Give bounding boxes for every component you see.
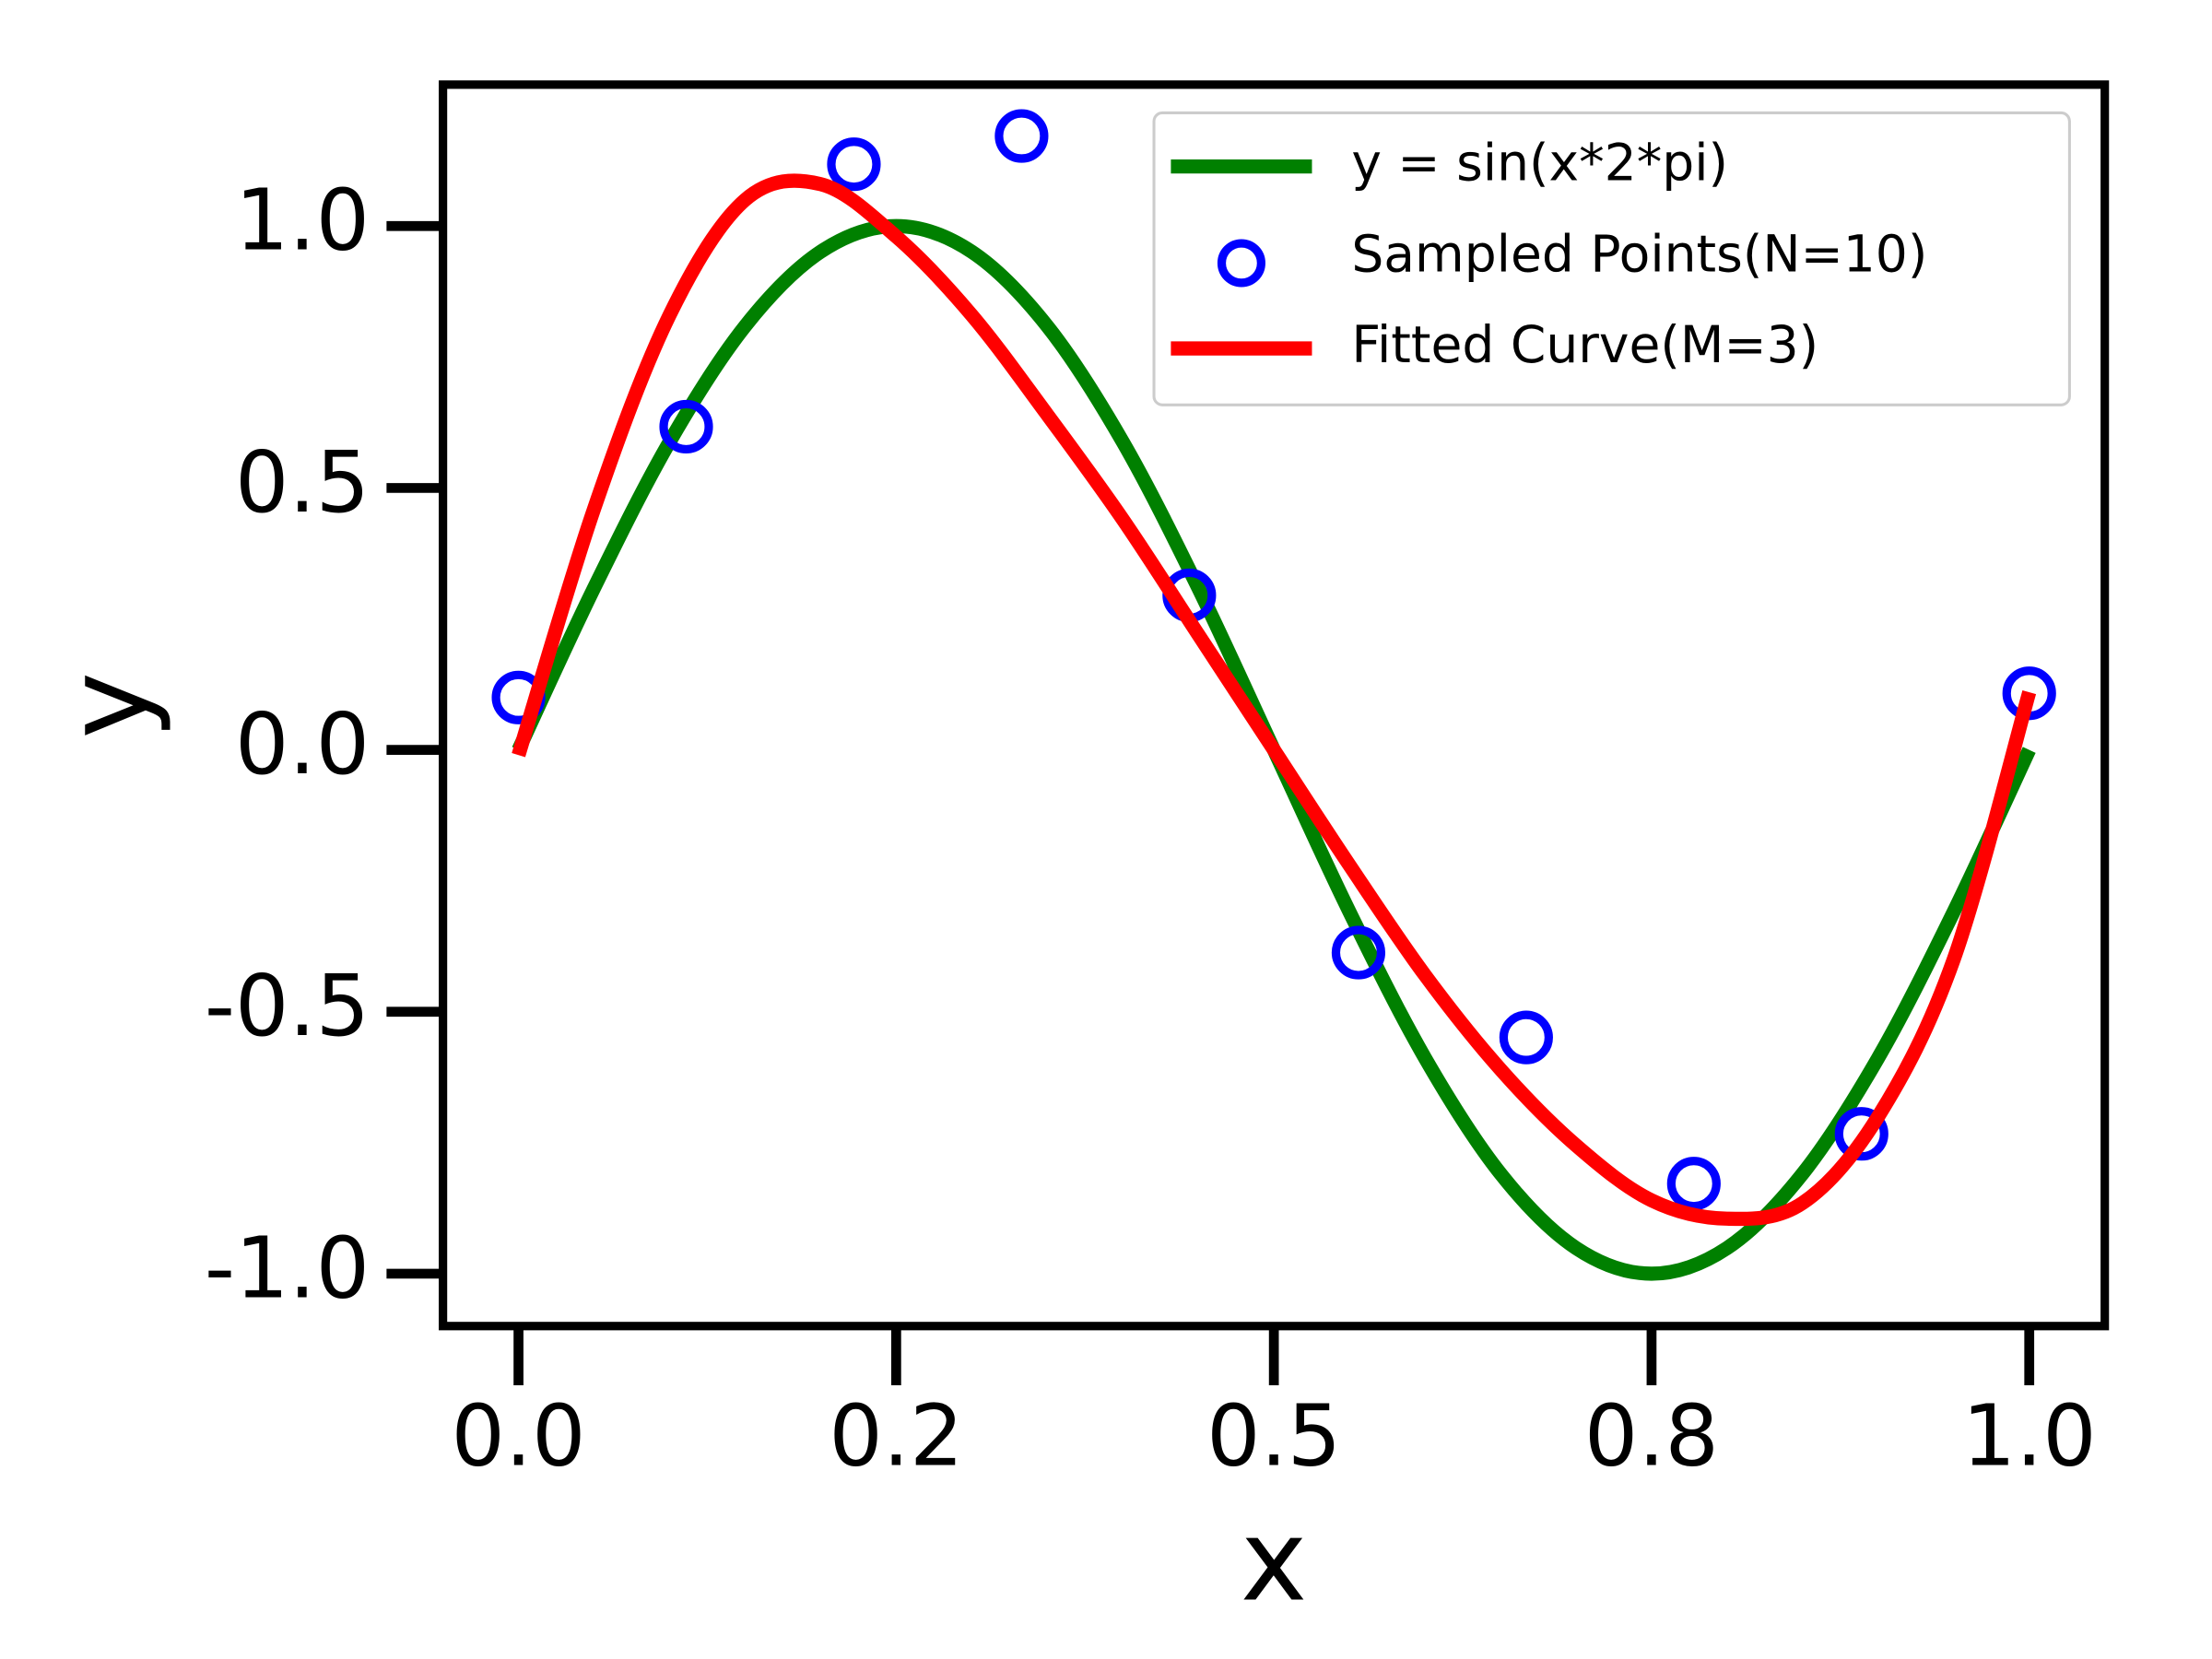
legend-marker xyxy=(1217,239,1265,288)
scatter-point xyxy=(659,399,713,454)
x-tick-label: 1.0 xyxy=(1962,1387,2097,1486)
legend-box xyxy=(1152,111,2071,406)
scatter-point xyxy=(1666,1157,1721,1211)
scatter-point xyxy=(1331,925,1386,980)
y-tick-label: -1.0 xyxy=(205,1218,370,1317)
legend-label: Sampled Points(N=10) xyxy=(1351,224,1927,283)
plot-frame xyxy=(439,80,2110,1331)
scatter-point xyxy=(827,137,881,192)
legend-label: Fitted Curve(M=3) xyxy=(1351,315,1818,374)
line-series xyxy=(512,173,2037,1227)
y-axis-label: y xyxy=(41,672,173,738)
y-tick-label: -0.5 xyxy=(205,957,370,1055)
x-tick-label: 0.0 xyxy=(452,1387,586,1486)
y-tick-label: 0.5 xyxy=(235,433,370,532)
scatter-point xyxy=(994,109,1049,163)
x-axis-label: x xyxy=(1241,1495,1307,1627)
y-tick-label: 1.0 xyxy=(235,171,370,270)
scatter-point xyxy=(1499,1010,1553,1065)
y-tick-label: 0.0 xyxy=(235,695,370,794)
scatter-point xyxy=(1834,1107,1888,1161)
x-tick-label: 0.8 xyxy=(1584,1387,1719,1486)
x-tick-label: 0.2 xyxy=(829,1387,963,1486)
legend-label: y = sin(x*2*pi) xyxy=(1351,134,1728,193)
x-tick-label: 0.5 xyxy=(1206,1387,1341,1486)
